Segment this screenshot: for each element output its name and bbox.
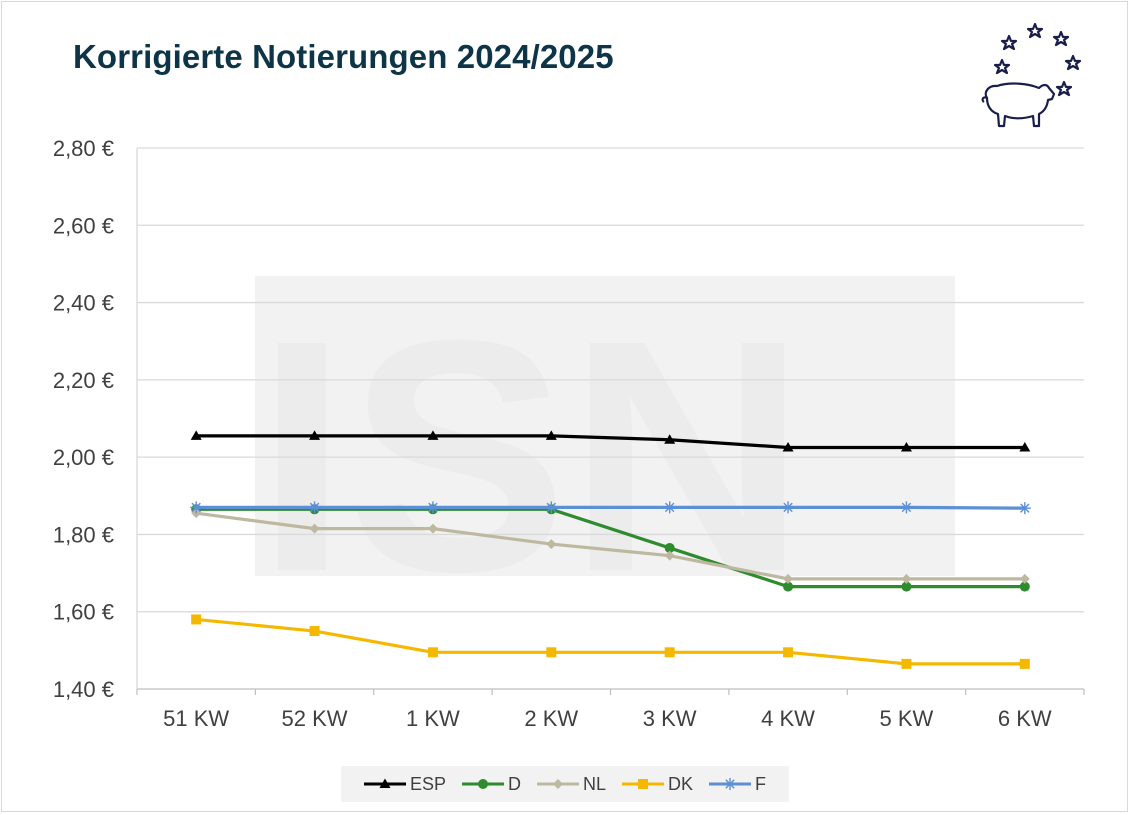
legend-marker (379, 778, 391, 788)
data-point (309, 430, 321, 440)
x-tick-label: 5 KW (880, 706, 934, 731)
data-point (427, 523, 438, 534)
data-point (426, 501, 439, 514)
series-f (190, 501, 1031, 515)
y-tick-label: 1,60 € (53, 600, 114, 625)
legend-swatch (622, 779, 665, 789)
data-point (783, 581, 794, 592)
y-tick-label: 2,20 € (53, 368, 114, 393)
legend-swatch (537, 779, 579, 789)
chart-legend: ESP D NL DK F (341, 766, 789, 802)
legend-label: F (755, 773, 767, 794)
star-icon (1064, 54, 1082, 71)
legend-item-d: D (462, 774, 521, 795)
series-dk (191, 614, 1030, 669)
data-point (190, 501, 203, 514)
data-point (546, 539, 557, 550)
series-line (195, 511, 1025, 581)
data-point (664, 647, 675, 658)
series-line (196, 507, 1025, 589)
data-point (309, 626, 320, 637)
data-point (1019, 658, 1030, 669)
data-point (782, 501, 795, 514)
legend-item-nl: NL (537, 774, 606, 795)
legend-item-f: F (709, 774, 766, 795)
pig-stars-logo (981, 22, 1082, 128)
y-tick-label: 2,80 € (53, 136, 114, 161)
x-tick-label: 3 KW (643, 706, 697, 731)
y-axis-ticks: 1,40 € 1,60 € 1,80 € 2,00 € 2,20 € 2,40 € 2,60… (53, 136, 114, 702)
y-tick-label: 2,60 € (53, 213, 114, 238)
watermark-text: ISN (256, 271, 806, 640)
legend-marker (638, 779, 649, 789)
star-icon (1055, 80, 1073, 97)
data-point (546, 647, 557, 658)
data-point (663, 501, 676, 514)
data-point (545, 501, 558, 514)
legend-marker (553, 779, 563, 789)
legend-marker (478, 779, 488, 789)
data-point (783, 647, 794, 658)
data-point (545, 430, 557, 440)
data-point (309, 523, 320, 534)
data-point (191, 614, 202, 625)
star-icon (1026, 22, 1044, 39)
data-point (901, 573, 912, 584)
series-line (196, 617, 1025, 666)
series-group (190, 430, 1031, 669)
chart-title: Korrigierte Notierungen 2024/2025 (73, 38, 614, 75)
data-point (664, 434, 676, 444)
data-point (1019, 573, 1030, 584)
legend-item-dk: DK (622, 774, 693, 795)
data-point (427, 647, 438, 658)
data-point (901, 581, 912, 592)
data-point (308, 501, 321, 514)
data-point (1019, 581, 1030, 592)
legend-item-esp: ESP (363, 773, 446, 795)
star-icon (993, 58, 1011, 75)
legend-label: NL (583, 773, 607, 794)
legend-label: DK (668, 773, 694, 794)
legend-swatch (462, 779, 504, 789)
y-tick-label: 1,80 € (53, 522, 114, 547)
y-tick-label: 2,40 € (53, 291, 114, 316)
legend-swatch (363, 778, 406, 788)
data-point (1018, 502, 1031, 515)
y-tick-label: 2,00 € (53, 445, 114, 470)
data-point (664, 550, 675, 561)
legend-marker (724, 778, 737, 790)
data-point (190, 430, 202, 440)
x-tick-label: 1 KW (406, 706, 460, 731)
star-icon (1000, 34, 1018, 51)
data-point (901, 658, 912, 669)
y-tick-label: 1,40 € (53, 677, 114, 702)
x-tick-label: 51 KW (163, 706, 229, 731)
legend-swatch (709, 778, 752, 790)
data-point (900, 501, 913, 514)
data-point (900, 441, 912, 452)
isn-watermark: ISN (255, 271, 955, 640)
x-tick-label: 4 KW (761, 706, 815, 731)
legend-label: ESP (409, 773, 446, 794)
series-esp (190, 430, 1031, 452)
data-point (427, 430, 439, 440)
data-point (782, 441, 794, 452)
data-point (664, 542, 675, 553)
series-line (196, 505, 1025, 510)
x-tick-label: 52 KW (282, 706, 348, 731)
grid-lines (136, 147, 1084, 690)
data-point (1019, 441, 1031, 452)
x-tick-label: 6 KW (998, 706, 1052, 731)
x-tick-label: 2 KW (524, 706, 578, 731)
pig-icon (984, 82, 1056, 128)
series-line (196, 434, 1025, 450)
x-axis-ticks: 51 KW 52 KW 1 KW 2 KW 3 KW 4 KW 5 KW 6 KW (136, 689, 1085, 731)
legend-label: D (508, 773, 521, 794)
data-point (783, 573, 794, 584)
star-icon (1052, 30, 1070, 47)
